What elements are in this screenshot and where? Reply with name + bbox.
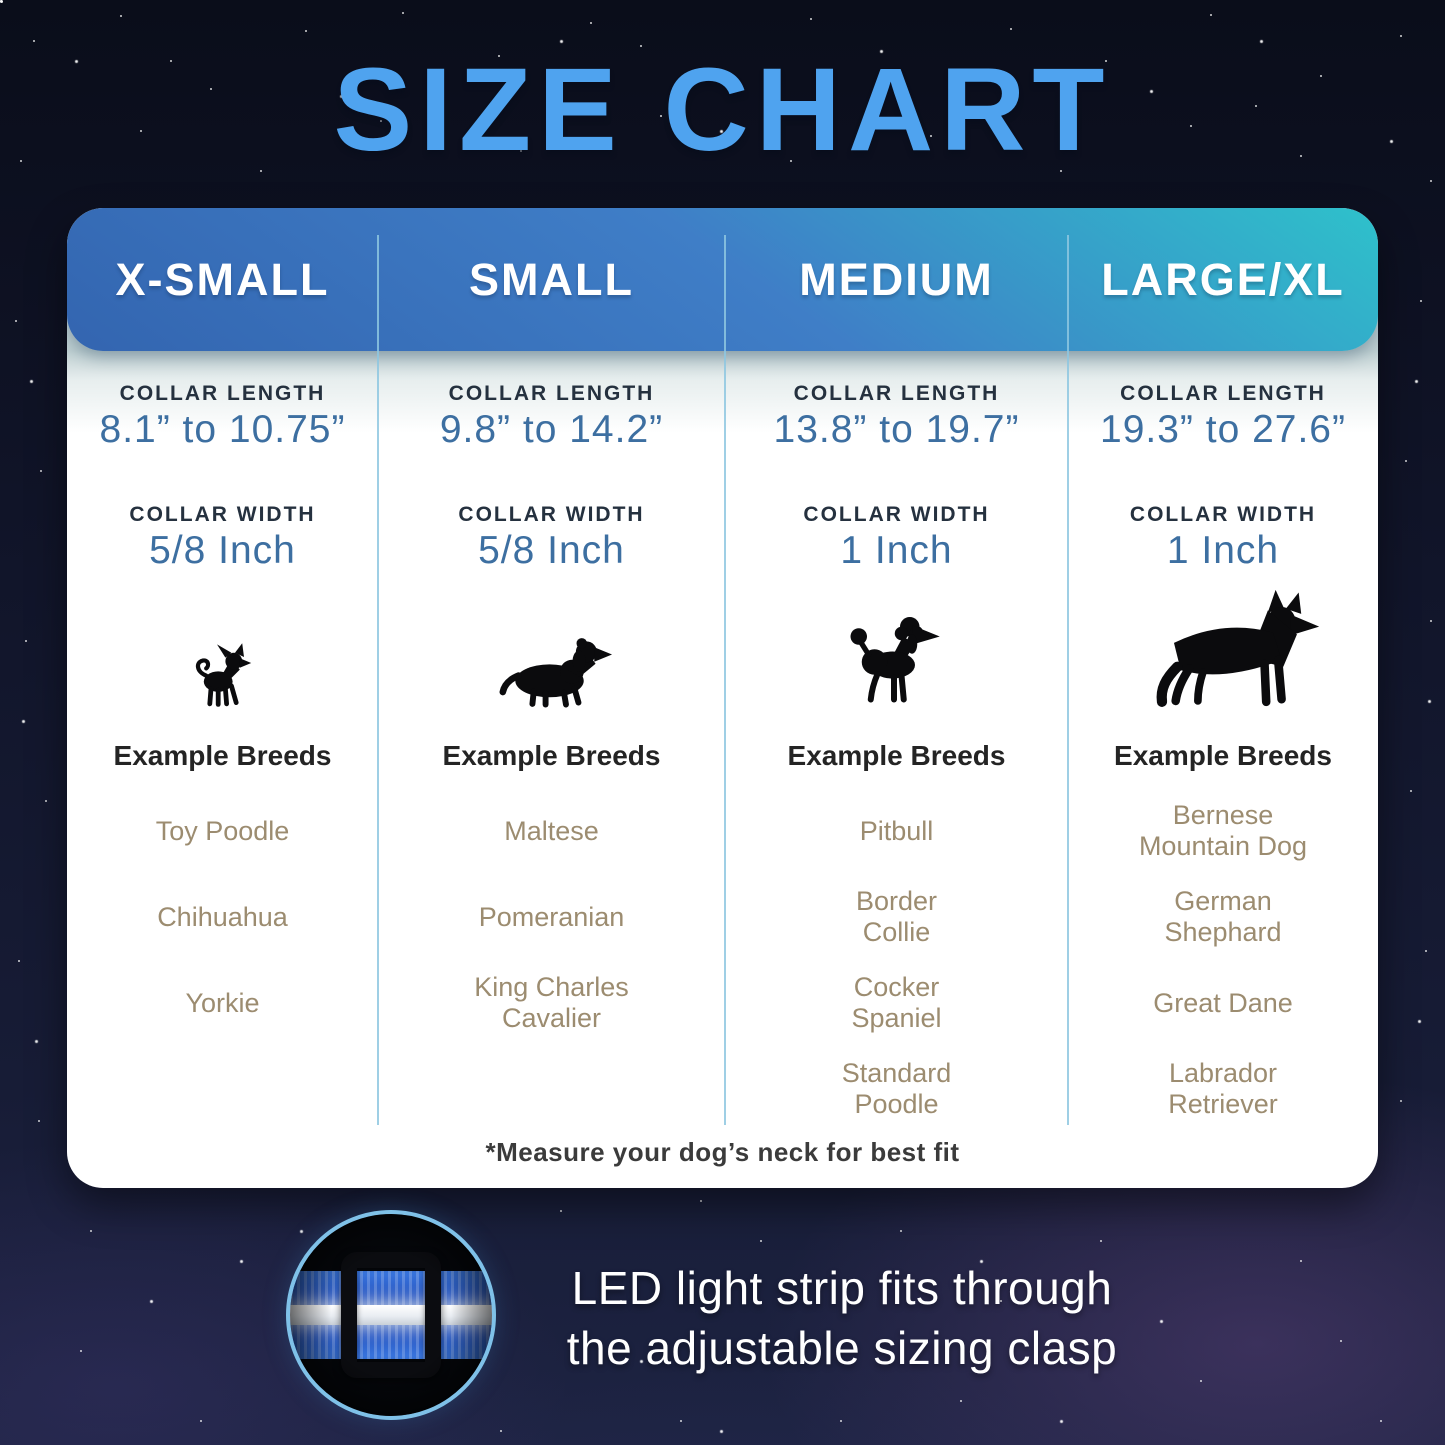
breed-item: Labrador Retriever [1168,1058,1278,1119]
column-small: COLLAR LENGTH 9.8” to 14.2” COLLAR WIDTH… [378,351,725,1188]
chihuahua-icon [195,643,251,707]
dog-icon-row [725,583,1068,708]
example-breeds-label: Example Breeds [442,740,661,771]
table-header-row: X-SMALL SMALL MEDIUM LARGE/XL [67,208,1378,351]
column-header-medium: MEDIUM [799,253,994,305]
collar-length-label: COLLAR LENGTH [448,382,655,405]
column-header-small: SMALL [469,253,634,305]
collar-width-label: COLLAR WIDTH [1129,503,1317,526]
collar-width-value: 5/8 Inch [149,529,296,572]
starfield-bright [0,0,3,3]
table-body: COLLAR LENGTH 8.1” to 10.75” COLLAR WIDT… [67,351,1378,1188]
collar-length-label: COLLAR LENGTH [119,382,326,405]
dog-icon-row [67,583,378,708]
collar-length-value: 9.8” to 14.2” [439,408,664,451]
breed-item: Pomeranian [478,901,625,932]
column-medium: COLLAR LENGTH 13.8” to 19.7” COLLAR WIDT… [725,351,1068,1188]
breed-item: King Charles Cavalier [474,972,629,1033]
breed-item: Standard Poodle [841,1058,952,1119]
collar-width-value: 1 Inch [840,529,953,572]
size-chart-table: X-SMALL SMALL MEDIUM LARGE/XL COLLAR LEN… [67,208,1378,1188]
breed-item: Great Dane [1153,987,1293,1018]
clasp-photo-inset [286,1210,496,1420]
collar-length-value: 19.3” to 27.6” [1100,408,1346,451]
breed-list: Bernese Mountain Dog German Shephard Gre… [1068,788,1378,1132]
dog-icon-row [378,583,725,708]
breed-item: Toy Poodle [155,815,290,846]
example-breeds-label: Example Breeds [113,740,332,771]
column-large-xl: COLLAR LENGTH 19.3” to 27.6” COLLAR WIDT… [1068,351,1378,1188]
breed-list: Maltese Pomeranian King Charles Cavalier [378,788,725,1046]
collar-length-label: COLLAR LENGTH [1120,382,1326,405]
breed-item: Bernese Mountain Dog [1138,800,1308,861]
example-breeds-label: Example Breeds [787,740,1006,771]
collar-width-label: COLLAR WIDTH [458,503,645,526]
breed-item: Border Collie [855,886,938,947]
german-shepherd-icon [1156,589,1319,707]
callout-caption: LED light strip fits through the adjusta… [520,1258,1164,1378]
breed-item: Maltese [504,815,599,846]
collar-length-value: 8.1” to 10.75” [99,408,346,451]
breed-item: German Shephard [1164,886,1282,947]
cavalier-spaniel-icon [499,638,613,708]
collar-length-value: 13.8” to 19.7” [773,408,1020,451]
collar-length-label: COLLAR LENGTH [793,382,1000,405]
example-breeds-label: Example Breeds [1114,740,1332,771]
measure-footnote: *Measure your dog’s neck for best fit [485,1137,960,1167]
caption-line-2: the adjustable sizing clasp [566,1322,1118,1374]
poodle-icon [850,617,940,703]
column-divider [724,235,726,1125]
collar-width-label: COLLAR WIDTH [803,503,990,526]
column-x-small: COLLAR LENGTH 8.1” to 10.75” COLLAR WIDT… [67,351,378,1188]
caption-line-1: LED light strip fits through [571,1262,1113,1314]
column-header-large-xl: LARGE/XL [1101,253,1345,305]
breed-list: Pitbull Border Collie Cocker Spaniel Sta… [725,788,1068,1132]
column-header-x-small: X-SMALL [115,253,330,305]
collar-width-value: 5/8 Inch [478,529,625,572]
collar-width-value: 1 Inch [1166,529,1280,572]
photo-vignette [290,1214,492,1416]
column-divider [377,235,379,1125]
breed-list: Toy Poodle Chihuahua Yorkie [67,788,378,1046]
page-title: SIZE CHART [333,44,1112,176]
breed-item: Yorkie [185,987,260,1018]
collar-width-label: COLLAR WIDTH [129,503,316,526]
column-divider [1067,235,1069,1125]
breed-item: Chihuahua [157,901,288,932]
breed-item: Cocker Spaniel [851,972,942,1033]
breed-item: Pitbull [859,815,934,846]
dog-icon-row [1068,583,1378,708]
